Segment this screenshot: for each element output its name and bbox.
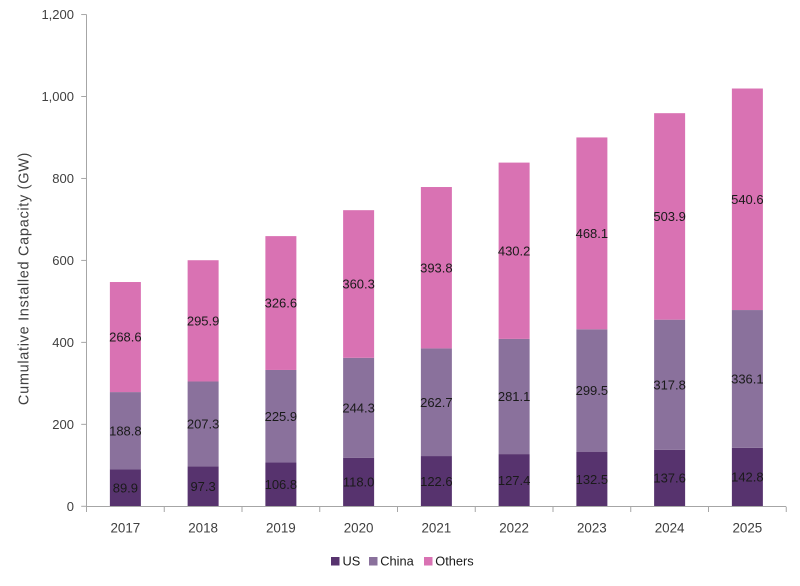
svg-text:2024: 2024: [655, 521, 685, 536]
svg-text:207.3: 207.3: [187, 417, 220, 432]
svg-text:2021: 2021: [421, 521, 451, 536]
svg-text:468.1: 468.1: [576, 226, 609, 241]
svg-text:336.1: 336.1: [731, 372, 764, 387]
svg-text:127.4: 127.4: [498, 473, 531, 488]
svg-text:0: 0: [67, 499, 74, 514]
svg-text:326.6: 326.6: [265, 296, 298, 311]
svg-text:US: US: [343, 554, 361, 569]
svg-text:142.8: 142.8: [731, 470, 764, 485]
svg-text:430.2: 430.2: [498, 243, 531, 258]
svg-text:118.0: 118.0: [343, 475, 375, 490]
svg-text:106.8: 106.8: [265, 477, 298, 492]
svg-text:2017: 2017: [110, 521, 140, 536]
svg-text:540.6: 540.6: [731, 192, 764, 207]
svg-text:1,200: 1,200: [41, 7, 74, 22]
svg-text:393.8: 393.8: [420, 260, 453, 275]
svg-text:China: China: [380, 554, 414, 569]
svg-text:2020: 2020: [344, 521, 374, 536]
svg-text:2023: 2023: [577, 521, 607, 536]
svg-text:225.9: 225.9: [265, 409, 298, 424]
svg-text:503.9: 503.9: [653, 209, 686, 224]
svg-text:800: 800: [52, 171, 74, 186]
svg-text:Cumulative Installed Capacity: Cumulative Installed Capacity (GW): [17, 152, 33, 405]
svg-text:299.5: 299.5: [576, 383, 609, 398]
svg-text:137.6: 137.6: [653, 471, 686, 486]
svg-text:281.1: 281.1: [498, 389, 531, 404]
svg-text:295.9: 295.9: [187, 313, 220, 328]
svg-text:89.9: 89.9: [113, 480, 138, 495]
svg-text:2018: 2018: [188, 521, 218, 536]
svg-text:360.3: 360.3: [342, 277, 375, 292]
svg-text:2025: 2025: [732, 521, 762, 536]
svg-text:262.7: 262.7: [420, 395, 453, 410]
svg-text:200: 200: [52, 417, 74, 432]
svg-text:1,000: 1,000: [41, 89, 74, 104]
svg-text:244.3: 244.3: [342, 400, 375, 415]
svg-text:600: 600: [52, 253, 74, 268]
svg-text:Others: Others: [435, 554, 473, 569]
svg-text:188.8: 188.8: [109, 423, 142, 438]
svg-text:97.3: 97.3: [190, 479, 215, 494]
svg-text:268.6: 268.6: [109, 330, 142, 345]
svg-text:132.5: 132.5: [576, 472, 609, 487]
svg-text:122.6: 122.6: [420, 474, 453, 489]
svg-text:317.8: 317.8: [653, 377, 686, 392]
svg-text:400: 400: [52, 335, 74, 350]
svg-text:2019: 2019: [266, 521, 296, 536]
svg-text:2022: 2022: [499, 521, 529, 536]
